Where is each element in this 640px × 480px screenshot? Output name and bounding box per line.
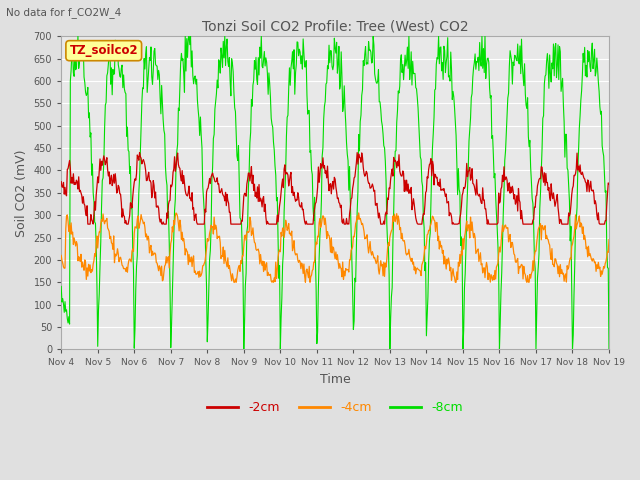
Title: Tonzi Soil CO2 Profile: Tree (West) CO2: Tonzi Soil CO2 Profile: Tree (West) CO2 — [202, 20, 468, 34]
Y-axis label: Soil CO2 (mV): Soil CO2 (mV) — [15, 149, 28, 237]
Legend: -2cm, -4cm, -8cm: -2cm, -4cm, -8cm — [202, 396, 468, 419]
Text: TZ_soilco2: TZ_soilco2 — [69, 44, 138, 57]
X-axis label: Time: Time — [320, 373, 351, 386]
Text: No data for f_CO2W_4: No data for f_CO2W_4 — [6, 7, 122, 18]
